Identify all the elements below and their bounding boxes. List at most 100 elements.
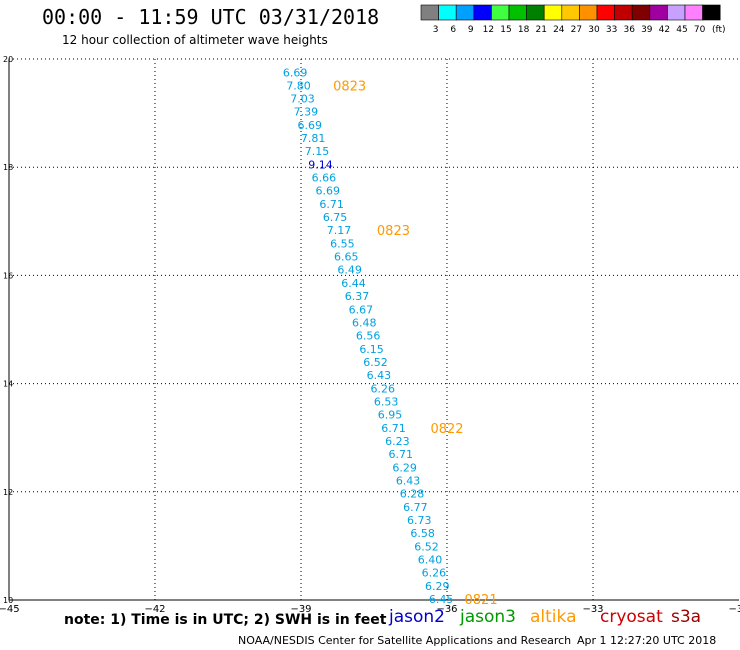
swh-value: 7.15 bbox=[305, 145, 330, 158]
legend-swatch bbox=[631, 4, 651, 21]
swh-value: 6.26 bbox=[422, 566, 447, 579]
y-tick-label: 10 bbox=[3, 596, 13, 605]
page-subtitle: 12 hour collection of altimeter wave hei… bbox=[62, 33, 328, 47]
legend-label: 36 bbox=[623, 25, 635, 35]
legend-swatch bbox=[684, 4, 703, 21]
generated-timestamp: Apr 1 12:27:20 UTC 2018 bbox=[577, 634, 717, 647]
swh-value: 6.55 bbox=[330, 237, 355, 250]
legend-label: 24 bbox=[553, 25, 565, 35]
y-tick-label: 18 bbox=[3, 163, 13, 172]
swh-value: 6.23 bbox=[385, 435, 410, 448]
legend-label: 45 bbox=[676, 25, 687, 35]
footer-note: note: 1) Time is in UTC; 2) SWH is in fe… bbox=[64, 612, 387, 628]
swh-value: 6.43 bbox=[396, 474, 421, 487]
swh-value: 6.29 bbox=[392, 461, 417, 474]
pass-time-label: 0823 bbox=[333, 80, 366, 95]
legend-label: 6 bbox=[450, 25, 456, 35]
swh-value: 9.14 bbox=[308, 158, 333, 171]
legend-label: 9 bbox=[468, 25, 474, 35]
legend-swatch bbox=[561, 4, 580, 21]
swh-value: 6.73 bbox=[407, 514, 432, 527]
pass-time-label: 0822 bbox=[430, 422, 463, 437]
credit-line: NOAA/NESDIS Center for Satellite Applica… bbox=[238, 634, 572, 647]
swh-value: 6.37 bbox=[345, 290, 370, 303]
y-tick-label: 20 bbox=[3, 55, 13, 64]
x-tick-label: −39 bbox=[290, 604, 311, 615]
color-scale-legend: 3 6 9 12 15 18 21 24 27 30 33 36 39 42 45 70 (ft) bbox=[420, 4, 726, 35]
legend-swatch bbox=[543, 4, 563, 21]
swh-value: 6.29 bbox=[425, 580, 450, 593]
legend-swatch bbox=[420, 4, 439, 21]
y-tick-label: 16 bbox=[3, 271, 13, 280]
swh-value: 6.71 bbox=[389, 448, 414, 461]
swh-value: 6.53 bbox=[374, 395, 399, 408]
swh-value: 6.56 bbox=[356, 329, 381, 342]
satellite-altika: altika bbox=[530, 607, 577, 627]
legend-label: 39 bbox=[641, 25, 653, 35]
legend-label: 33 bbox=[606, 25, 617, 35]
swh-value: 7.81 bbox=[301, 132, 326, 145]
swh-value: 6.95 bbox=[378, 408, 403, 421]
pass-time-label: 0823 bbox=[377, 224, 410, 239]
legend-label: 27 bbox=[571, 25, 582, 35]
swh-value: 6.45 bbox=[429, 593, 454, 606]
swh-value: 7.03 bbox=[290, 92, 315, 105]
swh-value: 6.52 bbox=[363, 356, 388, 369]
x-tick-label: −30 bbox=[728, 604, 740, 615]
legend-swatch bbox=[702, 4, 721, 21]
legend-label: 15 bbox=[500, 25, 511, 35]
swh-value: 6.71 bbox=[381, 422, 406, 435]
legend-swatch bbox=[667, 4, 686, 21]
legend-swatch bbox=[579, 4, 598, 21]
satellite-cryosat: cryosat bbox=[600, 607, 663, 627]
swh-value: 6.52 bbox=[414, 540, 439, 553]
legend-label: 30 bbox=[588, 25, 600, 35]
legend-label: 70 bbox=[694, 25, 706, 35]
swh-value: 6.15 bbox=[359, 343, 384, 356]
swh-value: 6.40 bbox=[418, 553, 443, 566]
legend-unit: (ft) bbox=[712, 25, 726, 35]
legend-label: 21 bbox=[535, 25, 546, 35]
swh-value: 6.69 bbox=[283, 67, 308, 80]
swh-value: 6.75 bbox=[323, 211, 348, 224]
swh-value: 6.69 bbox=[316, 184, 341, 197]
swh-value: 6.26 bbox=[371, 382, 396, 395]
swh-value: 6.77 bbox=[403, 501, 428, 514]
legend-swatch bbox=[508, 4, 527, 21]
swh-value: 6.67 bbox=[349, 303, 374, 316]
satellite-s3a: s3a bbox=[671, 607, 702, 627]
swh-value: 6.65 bbox=[334, 250, 359, 263]
y-tick-label: 12 bbox=[3, 488, 13, 497]
legend-label: 3 bbox=[433, 25, 439, 35]
legend-swatch bbox=[614, 4, 633, 21]
swh-value: 6.49 bbox=[337, 263, 362, 276]
swh-value: 6.28 bbox=[400, 487, 425, 500]
x-tick-label: −45 bbox=[0, 604, 20, 615]
legend-swatch bbox=[649, 4, 668, 21]
legend-swatch bbox=[596, 4, 615, 21]
legend-swatch bbox=[438, 4, 457, 21]
x-tick-label: −33 bbox=[582, 604, 603, 615]
page-title: 00:00 - 11:59 UTC 03/31/2018 bbox=[42, 5, 380, 29]
swh-value: 7.80 bbox=[286, 80, 311, 93]
legend-swatch bbox=[473, 4, 492, 21]
satellite-jason3: jason3 bbox=[460, 607, 516, 627]
swh-value: 6.69 bbox=[298, 119, 323, 132]
y-tick-label: 14 bbox=[3, 380, 13, 389]
legend-label: 18 bbox=[518, 25, 530, 35]
legend-swatch bbox=[526, 4, 545, 21]
satellite-jason2: jason2 bbox=[389, 607, 445, 627]
x-tick-label: −42 bbox=[144, 604, 165, 615]
legend-swatch bbox=[455, 4, 475, 21]
x-tick-label: −36 bbox=[436, 604, 457, 615]
swh-value: 7.17 bbox=[327, 224, 352, 237]
legend-swatch bbox=[491, 4, 510, 21]
swh-value: 6.71 bbox=[319, 198, 344, 211]
legend-label: 42 bbox=[659, 25, 670, 35]
legend-label: 12 bbox=[483, 25, 494, 35]
swh-value: 6.58 bbox=[410, 527, 435, 540]
swh-value: 6.43 bbox=[367, 369, 392, 382]
swh-value: 6.48 bbox=[352, 316, 377, 329]
swh-value: 6.44 bbox=[341, 277, 366, 290]
